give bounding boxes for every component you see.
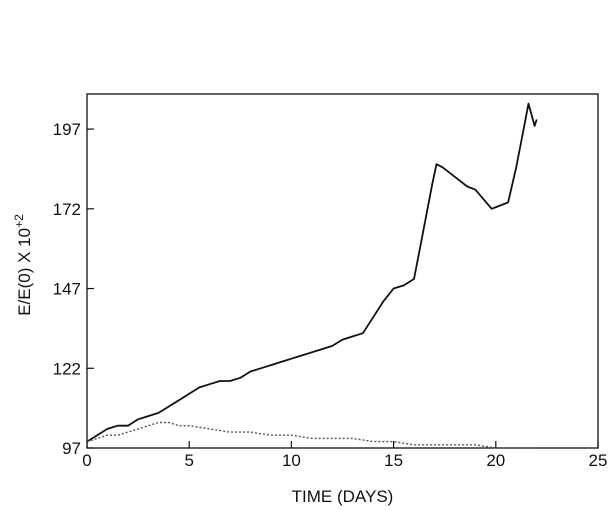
y-tick-label: 122 [53, 359, 81, 378]
tick-group: 0 5 10 15 20 25 97 122 147 172 197 [53, 120, 608, 470]
y-tick-label: 197 [53, 120, 81, 139]
y-tick-label: 147 [53, 280, 81, 299]
x-tick-label: 10 [282, 451, 301, 470]
x-tick-label: 25 [589, 451, 608, 470]
x-axis-title: TIME (DAYS) [292, 487, 394, 506]
x-tick-label: 20 [486, 451, 505, 470]
x-tick-label: 15 [384, 451, 403, 470]
y-axis-title-base: E/E(0) X 10 [15, 228, 34, 316]
y-axis-title-exponent: +2 [12, 214, 26, 228]
x-tick-label: 5 [184, 451, 193, 470]
y-tick-label: 97 [62, 439, 81, 458]
y-tick-label: 172 [53, 200, 81, 219]
y-axis-title: E/E(0) X 10+2 [12, 214, 34, 316]
x-tick-label: 0 [82, 451, 91, 470]
series-line-upper [86, 102, 538, 443]
series-line-lower [86, 421, 537, 449]
series-group [86, 102, 538, 449]
plot-frame [86, 93, 599, 449]
